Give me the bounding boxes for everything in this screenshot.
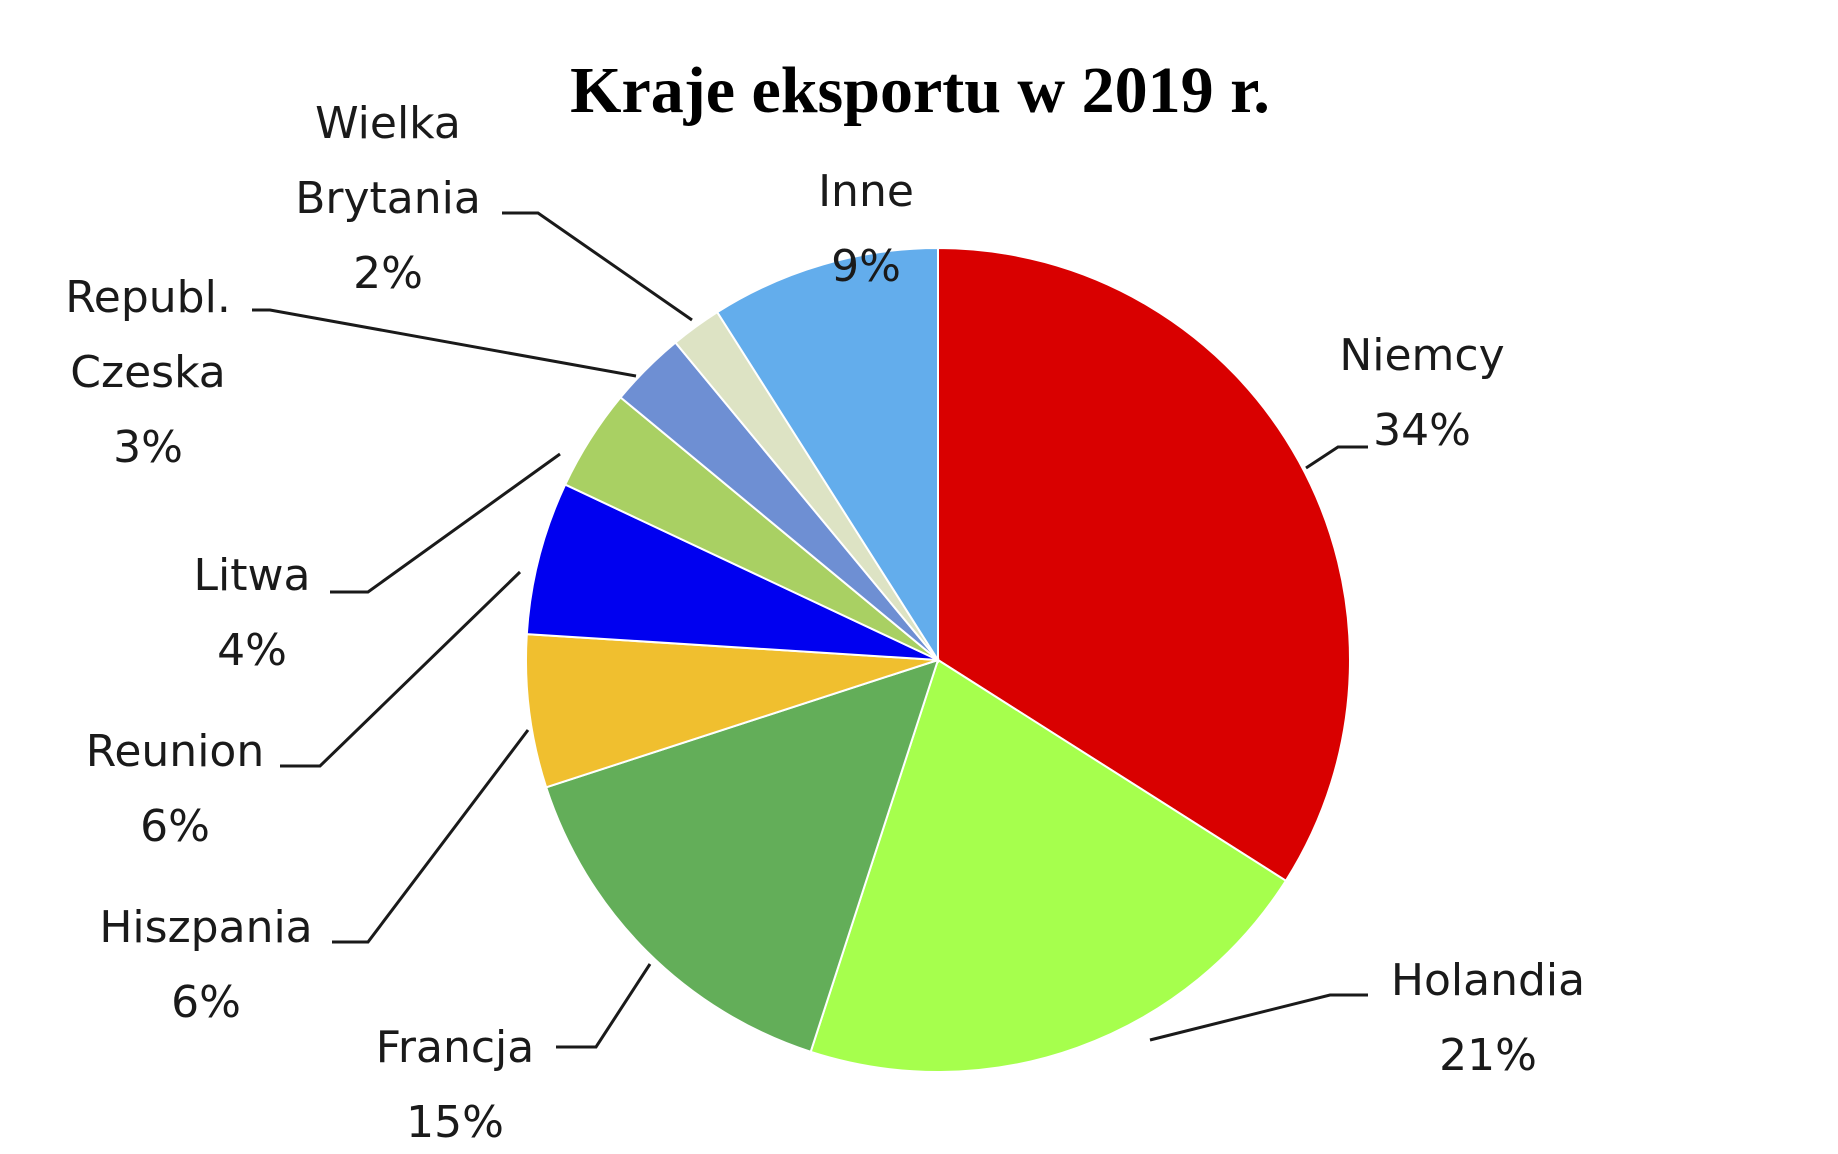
slice-percent: 6% [140, 801, 210, 852]
slice-name: Litwa [194, 550, 311, 601]
slice-name: Wielka [315, 98, 461, 149]
slice-label: Niemcy 34% [1339, 330, 1504, 456]
slice-percent: 4% [217, 625, 287, 676]
slice-label: Inne 9% [818, 166, 914, 292]
pie-slice [544, 658, 940, 1054]
slice-percent: 15% [406, 1097, 504, 1148]
leader-line [502, 211, 693, 322]
slice-percent: 34% [1373, 405, 1471, 456]
slice-name: Reunion [86, 726, 264, 777]
pie-slices [525, 246, 1351, 1073]
leader-line [252, 308, 637, 378]
slice-name: Brytania [295, 173, 481, 224]
slice-percent: 21% [1439, 1030, 1537, 1081]
slice-percent: 2% [353, 248, 423, 299]
slice-percent: 9% [831, 241, 901, 292]
slice-label: Hiszpania 6% [99, 902, 312, 1028]
leader-line [1305, 445, 1368, 470]
slice-name: Czeska [70, 347, 225, 398]
slice-labels: Niemcy 34% Holandia 21% Francja 15% Hiszpania 6… [65, 98, 1585, 1148]
slice-name: Republ. [65, 272, 231, 323]
pie-slice [937, 246, 1351, 883]
pie-slice [525, 483, 939, 661]
leader-line [332, 729, 530, 944]
leader-line [280, 570, 522, 768]
leader-line [330, 452, 561, 594]
leader-lines [252, 211, 1368, 1049]
chart-title: Kraje eksportu w 2019 r. [570, 54, 1270, 127]
slice-label: Reunion 6% [86, 726, 264, 852]
pie-slice [715, 246, 939, 664]
slice-label: Francja 15% [376, 1022, 534, 1148]
slice-name: Holandia [1391, 955, 1585, 1006]
slice-percent: 3% [113, 422, 183, 473]
slice-name: Hiszpania [99, 902, 312, 953]
slice-label: Holandia 21% [1391, 955, 1585, 1081]
slice-name: Inne [818, 166, 914, 217]
slice-label: Wielka Brytania 2% [295, 98, 481, 299]
leader-line [1149, 993, 1368, 1042]
pie-slice [525, 633, 939, 789]
slice-label: Litwa 4% [194, 550, 311, 676]
slice-name: Niemcy [1339, 330, 1504, 381]
slice-percent: 6% [171, 977, 241, 1028]
pie-slice [809, 658, 1288, 1073]
slice-label: Republ. Czeska 3% [65, 272, 231, 473]
slice-name: Francja [376, 1022, 534, 1073]
leader-line [556, 963, 652, 1049]
